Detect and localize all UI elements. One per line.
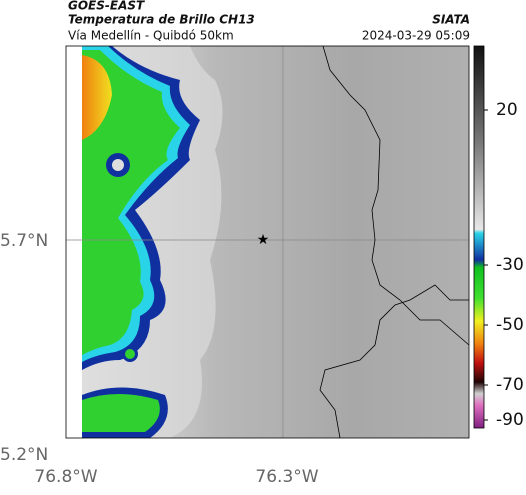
map-image: ★ xyxy=(65,45,470,439)
timestamp: 2024-03-29 05:09 xyxy=(362,29,470,43)
lat-label: 5.2°N xyxy=(0,445,48,465)
colorbar-label: -50 xyxy=(496,315,524,335)
colorbar-label: -90 xyxy=(496,410,524,430)
colorbar-ticks: 20 -30 -50 -70 -90 xyxy=(484,100,524,430)
agency: SIATA xyxy=(432,13,470,27)
svg-text:★: ★ xyxy=(257,232,270,248)
source: GOES-EAST xyxy=(68,0,145,13)
lon-label: 76.3°W xyxy=(255,467,318,487)
region: Vía Medellín - Quibdó 50km xyxy=(68,29,234,43)
colorbar-label: -70 xyxy=(496,375,524,395)
lat-label: 5.7°N xyxy=(0,231,48,251)
product: Temperatura de Brillo CH13 xyxy=(68,13,255,27)
colorbar xyxy=(473,45,485,429)
colorbar-label: 20 xyxy=(496,100,518,120)
lon-label: 76.8°W xyxy=(34,467,97,487)
colorbar-label: -30 xyxy=(496,255,524,275)
